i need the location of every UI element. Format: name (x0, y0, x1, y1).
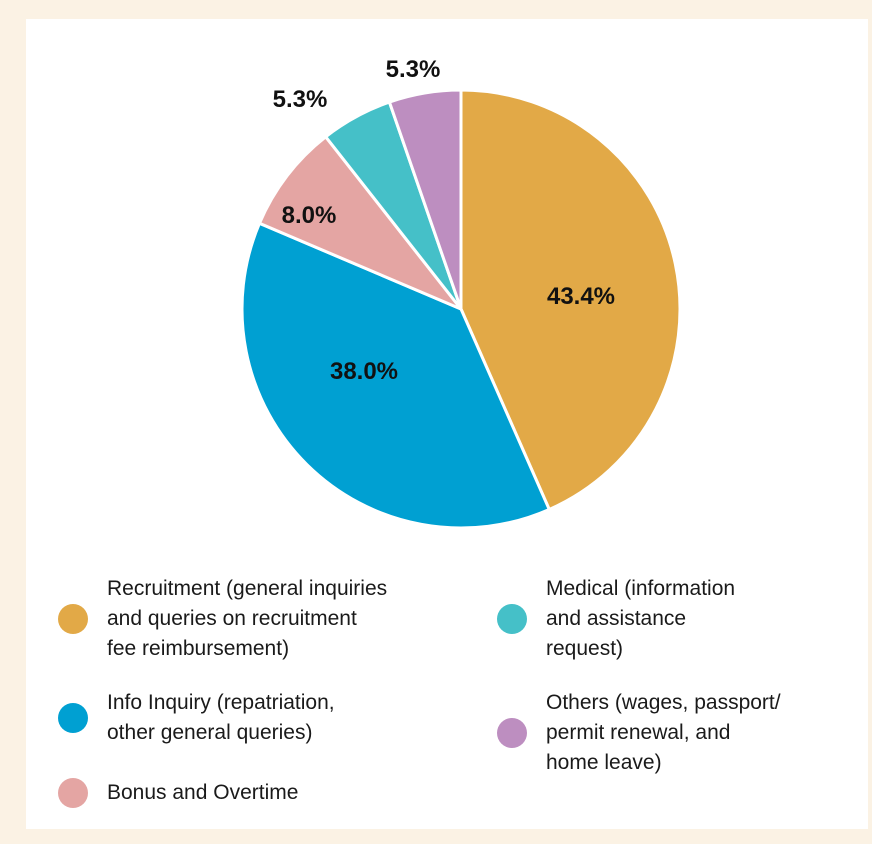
slice-label-bonus-overtime: 8.0% (282, 202, 337, 229)
legend-swatch-medical (497, 604, 527, 634)
legend-item-info-inquiry: Info Inquiry (repatriation, other genera… (58, 688, 335, 748)
legend-item-others: Others (wages, passport/ permit renewal,… (497, 688, 781, 778)
slice-label-others: 5.3% (386, 56, 441, 83)
legend-label-others: Others (wages, passport/ permit renewal,… (546, 691, 781, 774)
legend-label-recruitment: Recruitment (general inquiries and queri… (107, 577, 388, 660)
slice-label-medical: 5.3% (273, 86, 328, 113)
legend-item-medical: Medical (information and assistance requ… (497, 574, 735, 664)
legend-label-info-inquiry: Info Inquiry (repatriation, other genera… (107, 691, 335, 744)
pie-slice-recruitment (459, 88, 682, 512)
legend-label-medical: Medical (information and assistance requ… (546, 577, 736, 660)
legend-swatch-others (497, 718, 527, 748)
pie-slice-bonus-overtime (257, 134, 463, 311)
legend-swatch-bonus-overtime (58, 778, 88, 808)
pie-slice-others (387, 88, 463, 310)
legend-label-bonus-overtime: Bonus and Overtime (107, 781, 299, 804)
pie-slice-info-inquiry (240, 221, 552, 530)
slice-label-info-inquiry: 38.0% (330, 358, 398, 385)
legend-swatch-info-inquiry (58, 703, 88, 733)
legend-swatch-recruitment (58, 604, 88, 634)
legend-item-recruitment: Recruitment (general inquiries and queri… (58, 574, 387, 664)
slice-label-recruitment: 43.4% (547, 283, 615, 310)
legend-item-bonus-overtime: Bonus and Overtime (58, 778, 298, 808)
chart-card: 43.4% 38.0% 8.0% 5.3% 5.3% Recruitment (gene… (26, 19, 868, 829)
pie-chart: 43.4% 38.0% 8.0% 5.3% 5.3% (240, 56, 682, 530)
